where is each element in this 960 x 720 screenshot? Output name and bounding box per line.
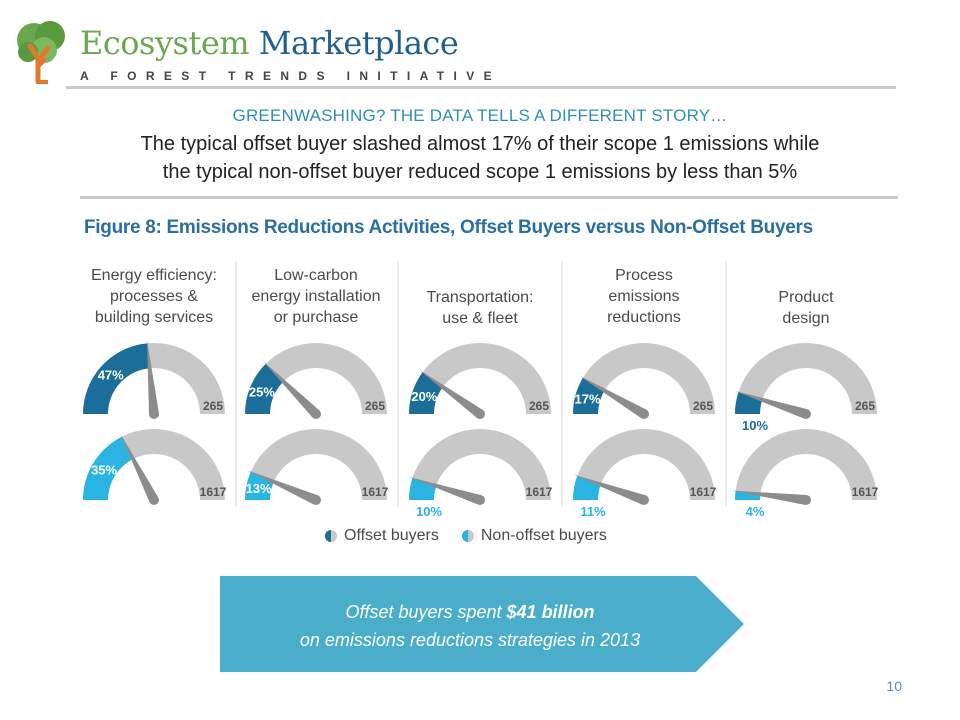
- gauge-background: [245, 429, 387, 500]
- gauge-needle-hub: [639, 495, 649, 505]
- gauge-value-label: 17%: [575, 392, 601, 407]
- gauge-needle: [119, 433, 159, 503]
- category-label: Process: [615, 267, 673, 284]
- callout-amount: $41 billion: [506, 602, 595, 622]
- gauge-needle-hub: [475, 409, 485, 419]
- gauge-fill: [735, 392, 763, 414]
- tree-logo-icon: [17, 21, 65, 84]
- category-label: reductions: [607, 309, 681, 326]
- gauge-background: [409, 429, 551, 500]
- gauge-background: [573, 429, 715, 500]
- category-label: design: [782, 310, 829, 327]
- offset-legend-icon: [325, 530, 337, 542]
- brand-logo: Ecosystem Marketplace A FOREST TRENDS IN…: [14, 18, 492, 88]
- gauge-needle: [247, 470, 318, 505]
- gauge-needle-hub: [801, 409, 811, 419]
- gauge-fill: [409, 372, 443, 414]
- gauge-value-label: 25%: [249, 385, 275, 400]
- gauge-fill: [83, 436, 134, 500]
- gauge-needle: [262, 360, 320, 418]
- category-label: emissions: [608, 288, 679, 305]
- gauge-total-label: 265: [203, 399, 223, 413]
- chart-legend: Offset buyers Non-offset buyers: [324, 526, 607, 546]
- callout-text: Offset buyers spent $41 billion on emiss…: [220, 598, 720, 654]
- gauge-fill: [245, 363, 284, 414]
- gauge-background: [573, 343, 715, 414]
- gauge-value-label: 35%: [91, 462, 117, 477]
- gauge-background: [409, 343, 551, 414]
- page-number: 10: [886, 678, 902, 694]
- category-label: Transportation:: [426, 289, 533, 306]
- headline-line-1: The typical offset buyer slashed almost …: [140, 133, 820, 155]
- gauge-value-label: 10%: [742, 418, 768, 433]
- headline-divider: [80, 196, 898, 199]
- gauge-needle: [731, 490, 807, 505]
- category-label: processes &: [110, 288, 198, 305]
- gauge-value-label: 11%: [580, 504, 606, 519]
- kicker-heading: GREENWASHING? THE DATA TELLS A DIFFERENT…: [232, 106, 728, 125]
- gauge-background: [735, 429, 877, 500]
- gauge-fill: [409, 478, 437, 500]
- category-label: use & fleet: [442, 310, 518, 327]
- legend-item-offset: Offset buyers: [324, 527, 439, 545]
- gauge-value-label: 47%: [98, 368, 124, 383]
- gauge-needle-hub: [149, 409, 159, 419]
- gauge-background: [245, 343, 387, 414]
- gauge-needle-hub: [639, 409, 649, 419]
- category-label: or purchase: [274, 309, 359, 326]
- top-divider: [66, 86, 896, 89]
- headline: The typical offset buyer slashed almost …: [30, 130, 930, 186]
- gauge-needle-hub: [801, 495, 811, 505]
- gauge-value-label: 20%: [411, 389, 437, 404]
- gauge-total-label: 265: [855, 399, 875, 413]
- gauge-needle-hub: [149, 495, 159, 505]
- legend-label-offset: Offset buyers: [344, 527, 439, 544]
- category-label: Product: [778, 289, 834, 306]
- gauge-needle: [419, 369, 483, 419]
- category-label: Low-carbon: [274, 267, 358, 284]
- legend-item-non-offset: Non-offset buyers: [461, 527, 607, 545]
- callout-prefix: Offset buyers spent: [345, 602, 502, 622]
- category-label: building services: [95, 309, 213, 326]
- gauge-needle-hub: [311, 409, 321, 419]
- brand-name: Ecosystem Marketplace: [80, 24, 459, 62]
- gauge-total-label: 265: [529, 399, 549, 413]
- gauge-background: [735, 343, 877, 414]
- gauge-total-label: 265: [365, 399, 385, 413]
- gauge-value-label: 10%: [416, 504, 442, 519]
- gauge-needle: [734, 390, 808, 419]
- gauge-value-label: 13%: [246, 481, 272, 496]
- gauge-total-label: 1617: [526, 485, 553, 499]
- brand-name-part2: Marketplace: [258, 24, 459, 62]
- figure-title: Figure 8: Emissions Reductions Activitie…: [84, 217, 813, 238]
- gauge-needle-hub: [475, 495, 485, 505]
- gauge-needle-hub: [311, 495, 321, 505]
- gauge-total-label: 1617: [200, 485, 227, 499]
- callout-line-2: on emissions reductions strategies in 20…: [299, 630, 641, 650]
- gauge-total-label: 265: [693, 399, 713, 413]
- gauge-needle: [408, 476, 482, 505]
- gauge-total-label: 1617: [362, 485, 389, 499]
- gauge-value-label: 4%: [746, 504, 765, 519]
- gauge-total-label: 1617: [690, 485, 717, 499]
- category-label: Energy efficiency:: [91, 267, 217, 284]
- headline-line-2: the typical non-offset buyer reduced sco…: [162, 161, 798, 183]
- brand-tagline: A FOREST TRENDS INITIATIVE: [80, 69, 502, 83]
- callout-line-1: Offset buyers spent $41 billion: [220, 598, 720, 626]
- category-label: energy installation: [252, 288, 381, 305]
- gauge-fill: [735, 491, 761, 500]
- gauge-needle: [573, 474, 646, 505]
- brand-name-part1: Ecosystem: [80, 24, 250, 62]
- gauge-total-label: 1617: [852, 485, 879, 499]
- legend-label-non-offset: Non-offset buyers: [480, 527, 607, 544]
- gauge-needle: [146, 339, 159, 415]
- non-offset-legend-icon: [461, 530, 474, 542]
- gauge-fill: [83, 343, 150, 414]
- gauge-needle: [579, 375, 647, 419]
